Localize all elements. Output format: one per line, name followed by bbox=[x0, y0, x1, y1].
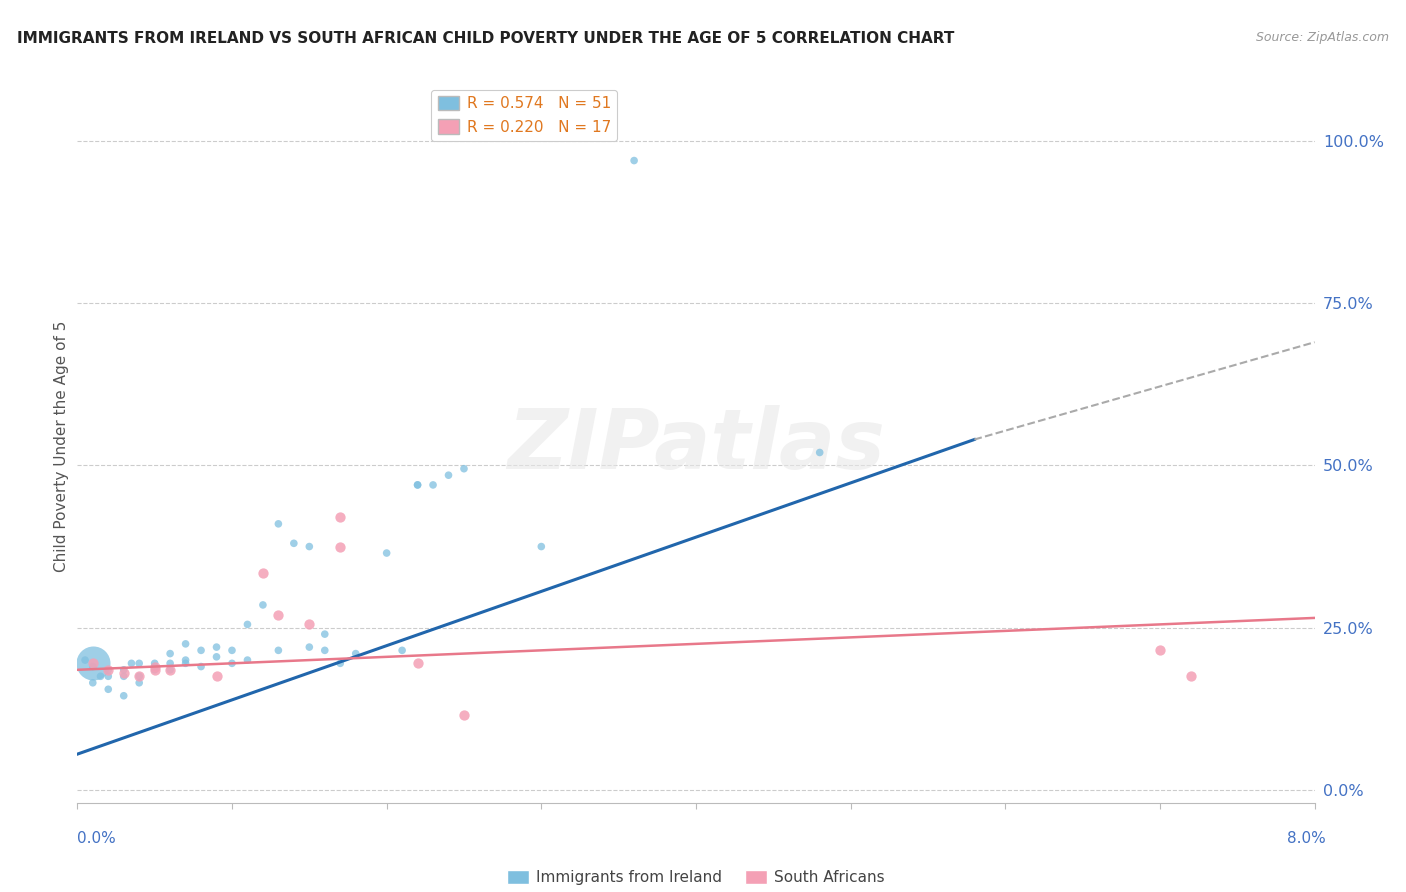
Point bbox=[128, 657, 150, 671]
Point bbox=[112, 663, 135, 677]
Point bbox=[329, 657, 352, 671]
Point bbox=[236, 617, 259, 632]
Point bbox=[128, 669, 150, 683]
Point bbox=[128, 675, 150, 690]
Point bbox=[112, 666, 135, 681]
Point bbox=[375, 546, 398, 560]
Point bbox=[159, 647, 181, 661]
Text: 8.0%: 8.0% bbox=[1286, 831, 1326, 846]
Point bbox=[121, 657, 143, 671]
Point bbox=[97, 669, 120, 683]
Legend: R = 0.574   N = 51, R = 0.220   N = 17: R = 0.574 N = 51, R = 0.220 N = 17 bbox=[432, 90, 617, 141]
Text: Source: ZipAtlas.com: Source: ZipAtlas.com bbox=[1256, 31, 1389, 45]
Point bbox=[97, 663, 120, 677]
Point bbox=[190, 643, 212, 657]
Point bbox=[283, 536, 305, 550]
Point bbox=[143, 659, 166, 673]
Point bbox=[221, 657, 243, 671]
Point bbox=[406, 478, 429, 492]
Point bbox=[391, 643, 413, 657]
Point bbox=[82, 657, 104, 671]
Point bbox=[267, 643, 290, 657]
Point bbox=[97, 663, 120, 677]
Point bbox=[205, 649, 228, 664]
Point bbox=[267, 516, 290, 531]
Point bbox=[314, 627, 336, 641]
Point bbox=[453, 461, 475, 475]
Point bbox=[437, 468, 460, 483]
Point bbox=[329, 510, 352, 524]
Point bbox=[1149, 643, 1171, 657]
Point bbox=[453, 708, 475, 723]
Point bbox=[530, 540, 553, 554]
Point bbox=[159, 663, 181, 677]
Point bbox=[112, 669, 135, 683]
Point bbox=[314, 643, 336, 657]
Point bbox=[143, 663, 166, 677]
Point bbox=[344, 647, 367, 661]
Point bbox=[82, 657, 104, 671]
Point bbox=[1180, 669, 1202, 683]
Point bbox=[143, 657, 166, 671]
Point bbox=[406, 657, 429, 671]
Point bbox=[174, 657, 197, 671]
Point bbox=[422, 478, 444, 492]
Point bbox=[159, 657, 181, 671]
Point bbox=[298, 540, 321, 554]
Point bbox=[252, 598, 274, 612]
Point bbox=[205, 669, 228, 683]
Point bbox=[128, 669, 150, 683]
Text: 0.0%: 0.0% bbox=[77, 831, 117, 846]
Point bbox=[406, 478, 429, 492]
Point bbox=[174, 637, 197, 651]
Point bbox=[236, 653, 259, 667]
Point bbox=[97, 682, 120, 697]
Point bbox=[298, 640, 321, 654]
Point bbox=[205, 640, 228, 654]
Point bbox=[808, 445, 831, 459]
Point bbox=[143, 663, 166, 677]
Y-axis label: Child Poverty Under the Age of 5: Child Poverty Under the Age of 5 bbox=[53, 320, 69, 572]
Point bbox=[298, 617, 321, 632]
Point bbox=[82, 659, 104, 673]
Point bbox=[90, 669, 112, 683]
Point bbox=[75, 653, 96, 667]
Point bbox=[82, 675, 104, 690]
Point bbox=[329, 540, 352, 554]
Point bbox=[159, 663, 181, 677]
Point bbox=[267, 607, 290, 622]
Point bbox=[174, 653, 197, 667]
Point bbox=[143, 659, 166, 673]
Point bbox=[252, 566, 274, 580]
Point bbox=[221, 643, 243, 657]
Point bbox=[190, 659, 212, 673]
Point bbox=[623, 153, 645, 168]
Text: ZIPatlas: ZIPatlas bbox=[508, 406, 884, 486]
Text: IMMIGRANTS FROM IRELAND VS SOUTH AFRICAN CHILD POVERTY UNDER THE AGE OF 5 CORREL: IMMIGRANTS FROM IRELAND VS SOUTH AFRICAN… bbox=[17, 31, 955, 46]
Point bbox=[112, 689, 135, 703]
